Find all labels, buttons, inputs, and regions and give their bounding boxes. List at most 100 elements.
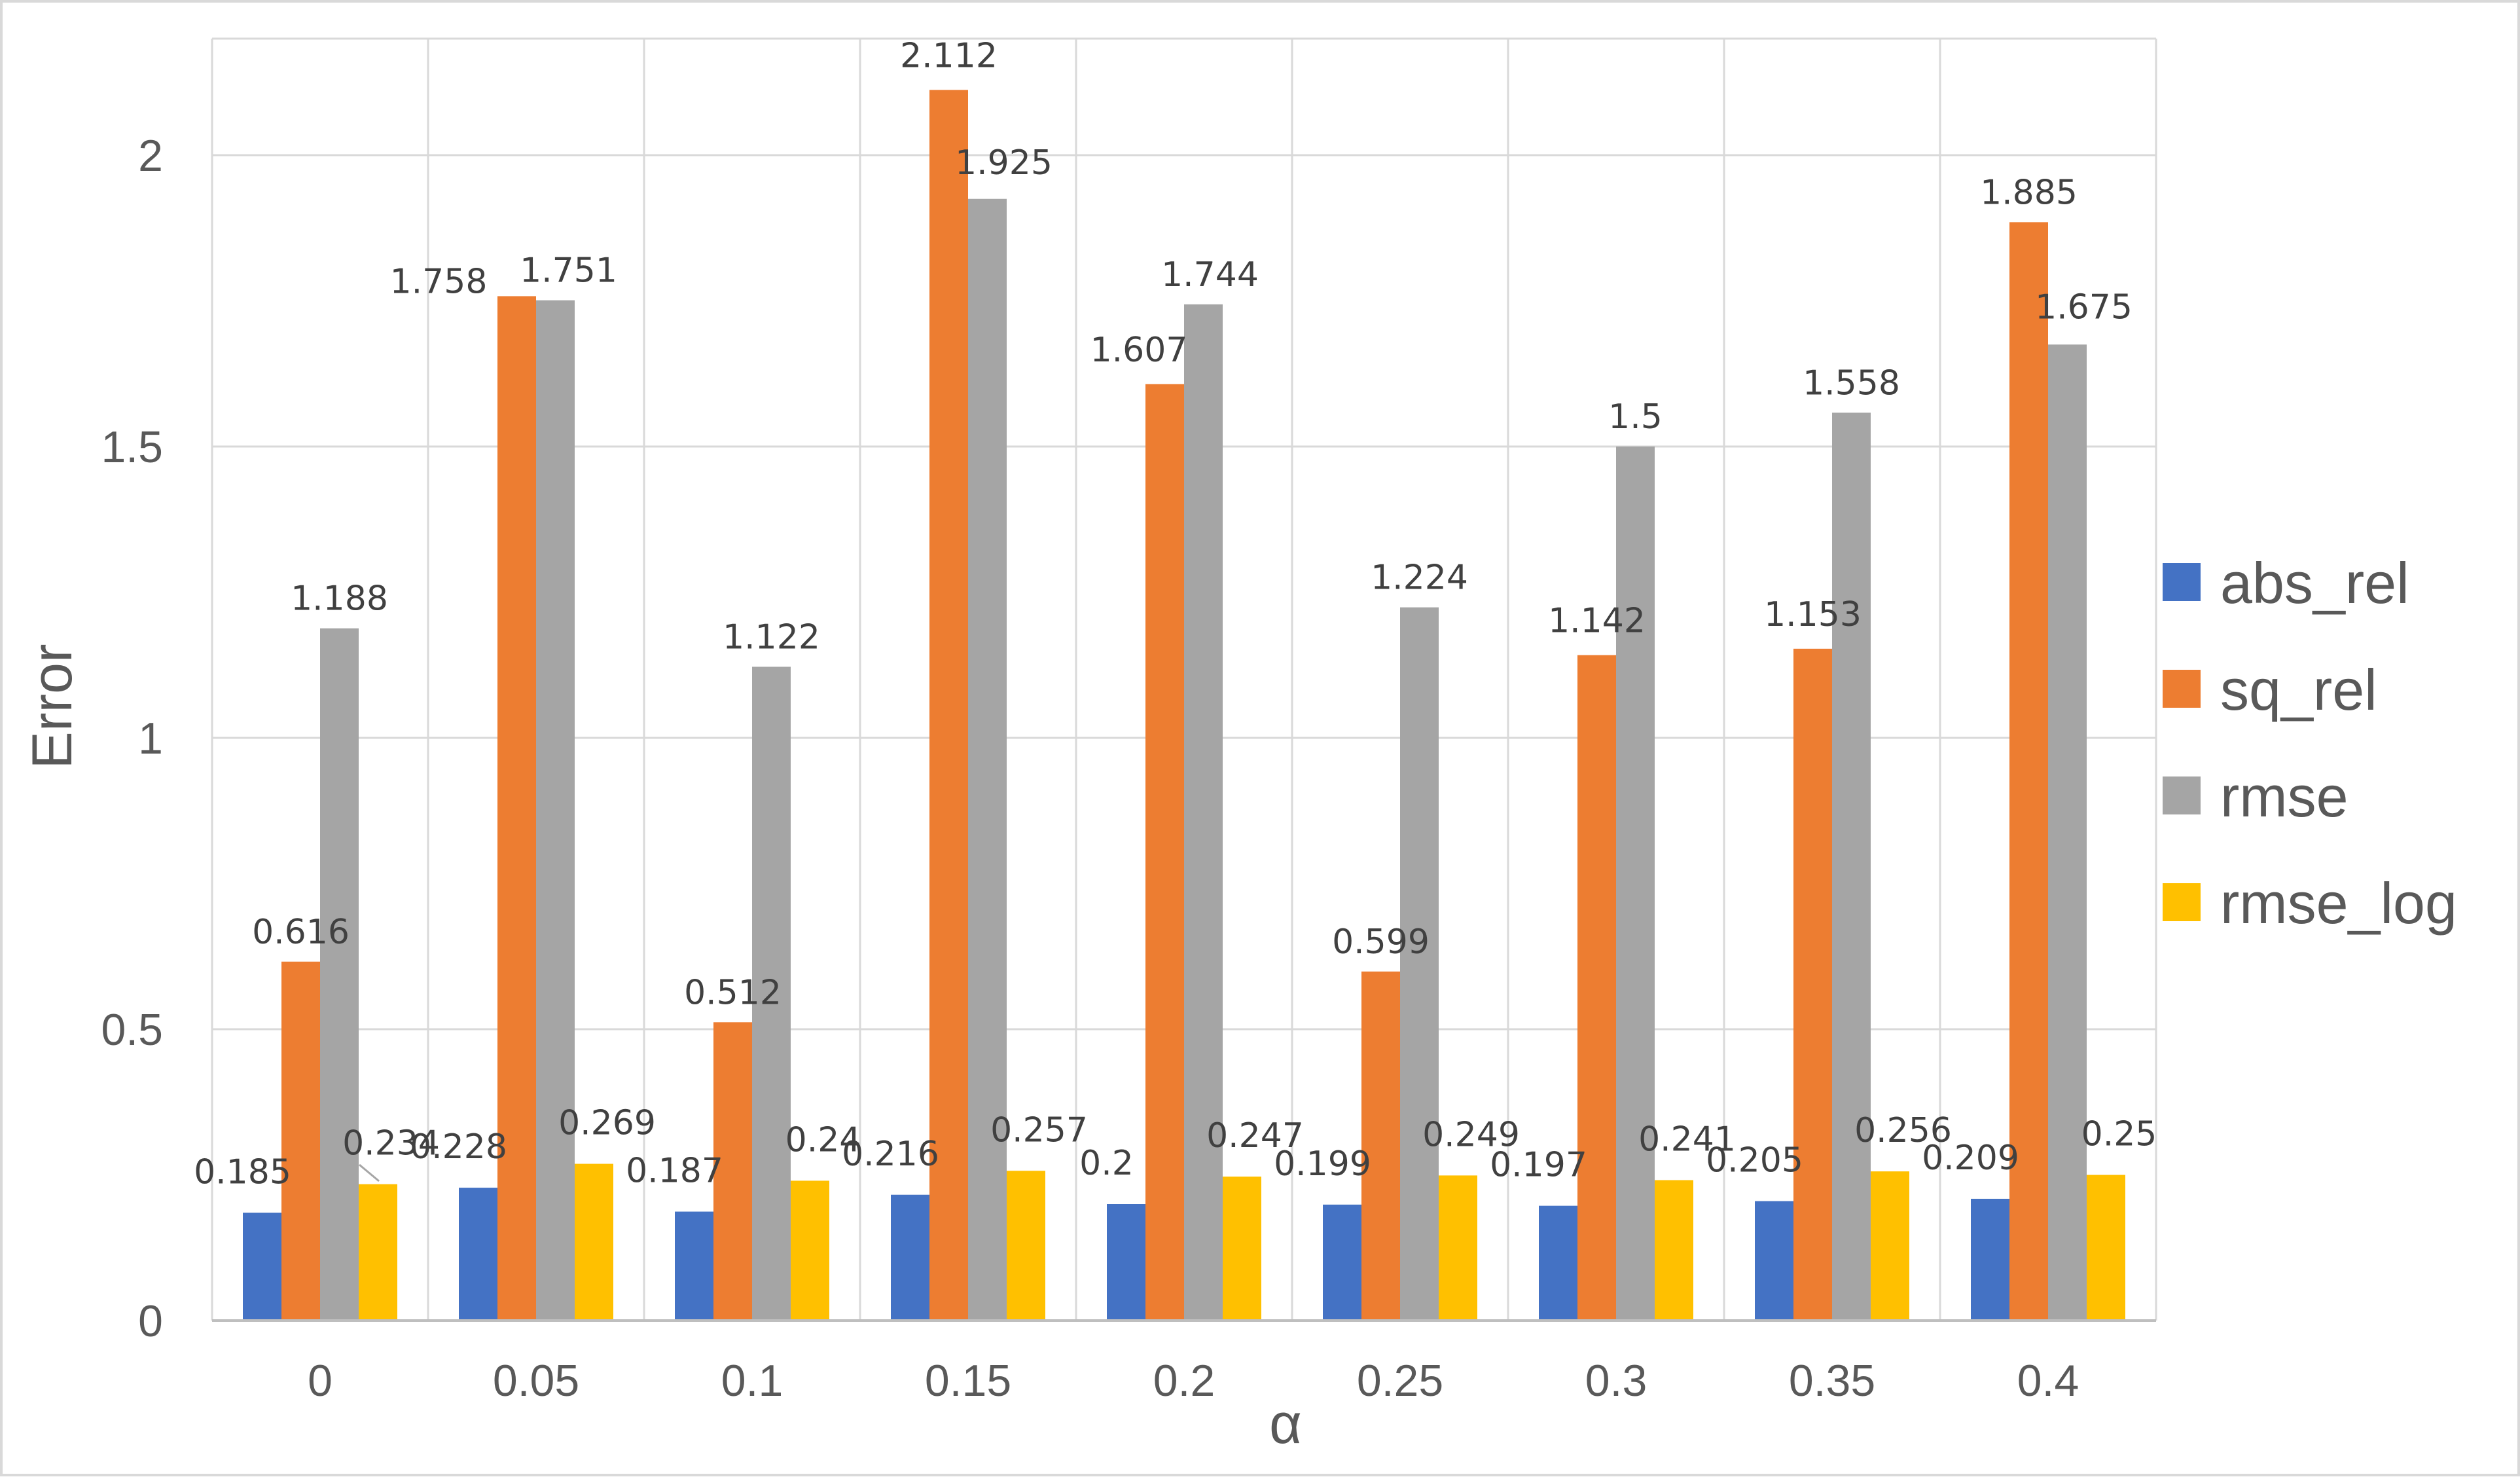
bars [243, 90, 2125, 1321]
bar-abs_rel-0 [243, 1213, 281, 1321]
axes: 0 0.5 1 1.5 2 0 0.05 0.1 0.15 0.2 0.25 0.3 0.35 0.4 [101, 131, 2156, 1406]
data-label-abs_rel-0.4: 0.209 [1922, 1139, 2019, 1178]
bar-rmse_log-0.15 [1007, 1171, 1045, 1321]
data-label-abs_rel-0: 0.185 [194, 1152, 291, 1192]
data-label-sq_rel-0.35: 1.153 [1764, 595, 1862, 634]
legend-swatch-rmse [2163, 776, 2201, 814]
bar-abs_rel-0.1 [675, 1211, 713, 1321]
bar-rmse_log-0.4 [2087, 1175, 2125, 1321]
legend-swatch-abs_rel [2163, 563, 2201, 601]
data-label-rmse_log-0.05: 0.269 [558, 1104, 656, 1143]
bar-rmse_log-0.05 [575, 1163, 613, 1321]
legend-label-rmse: rmse [2220, 764, 2349, 829]
data-label-abs_rel-0.3: 0.197 [1490, 1146, 1587, 1185]
x-tick-label: 0.25 [1357, 1356, 1443, 1406]
bar-sq_rel-0.3 [1577, 655, 1616, 1321]
data-label-rmse-0.2: 1.744 [1161, 255, 1259, 295]
data-label-rmse-0.3: 1.5 [1608, 397, 1663, 437]
bar-rmse-0.1 [752, 666, 791, 1321]
bar-rmse-0.15 [968, 198, 1007, 1321]
data-label-rmse_log-0.35: 0.256 [1854, 1111, 1952, 1150]
data-label-rmse_log-0.3: 0.241 [1638, 1120, 1736, 1159]
data-label-sq_rel-0.05: 1.758 [390, 262, 488, 301]
bar-abs_rel-0.2 [1107, 1204, 1145, 1321]
bar-abs_rel-0.3 [1539, 1205, 1577, 1321]
data-label-abs_rel-0.15: 0.216 [842, 1135, 939, 1174]
x-tick-label: 0.4 [2017, 1356, 2079, 1406]
data-label-rmse-0.05: 1.751 [520, 251, 617, 291]
legend-label-sq_rel: sq_rel [2220, 657, 2377, 722]
bar-abs_rel-0.4 [1971, 1198, 2009, 1321]
data-label-sq_rel-0: 0.616 [252, 913, 350, 952]
bar-rmse-0.05 [536, 300, 575, 1321]
gridlines [211, 37, 2157, 1321]
bar-rmse-0.4 [2048, 344, 2087, 1321]
y-tick-label: 1 [138, 714, 163, 763]
bar-rmse_log-0.2 [1223, 1177, 1261, 1321]
bar-sq_rel-0.4 [2009, 222, 2048, 1321]
y-tick-label: 0 [138, 1296, 163, 1346]
data-label-abs_rel-0.35: 0.205 [1706, 1141, 1803, 1180]
data-label-rmse-0.35: 1.558 [1803, 363, 1900, 403]
data-label-rmse-0.4: 1.675 [2035, 287, 2133, 327]
legend-label-abs_rel: abs_rel [2220, 551, 2409, 615]
bar-rmse_log-0 [359, 1184, 397, 1321]
x-axis-title: α [1269, 1393, 1302, 1455]
y-tick-label: 1.5 [101, 422, 163, 472]
data-label-rmse_log-0.1: 0.24 [785, 1120, 861, 1159]
bar-abs_rel-0.35 [1755, 1201, 1793, 1321]
x-tick-label: 0.3 [1585, 1356, 1647, 1406]
x-tick-label: 0 [308, 1356, 333, 1406]
bar-rmse_log-0.35 [1871, 1171, 1909, 1321]
bar-rmse-0.25 [1400, 607, 1439, 1321]
bar-rmse-0.3 [1616, 447, 1655, 1321]
data-label-rmse-0: 1.188 [291, 579, 388, 619]
data-label-abs_rel-0.05: 0.228 [410, 1127, 507, 1167]
bar-rmse-0.35 [1832, 412, 1871, 1321]
bar-rmse_log-0.1 [791, 1180, 829, 1321]
bar-abs_rel-0.15 [891, 1194, 929, 1321]
data-label-rmse_log-0.25: 0.249 [1422, 1115, 1520, 1154]
data-label-rmse-0.15: 1.925 [955, 143, 1053, 183]
legend-label-rmse_log: rmse_log [2220, 871, 2457, 936]
bar-abs_rel-0.05 [459, 1188, 497, 1321]
bar-sq_rel-0.1 [713, 1022, 752, 1321]
x-tick-label: 0.35 [1789, 1356, 1875, 1406]
data-label-sq_rel-0.4: 1.885 [1980, 173, 2078, 212]
data-label-rmse_log-0.2: 0.247 [1206, 1116, 1304, 1156]
bar-rmse-0.2 [1184, 304, 1223, 1321]
y-tick-label: 0.5 [101, 1005, 163, 1055]
bar-rmse-0 [320, 628, 359, 1321]
data-label-sq_rel-0.15: 2.112 [900, 36, 998, 75]
data-label-rmse-0.1: 1.122 [723, 617, 820, 657]
data-label-sq_rel-0.25: 0.599 [1332, 922, 1430, 962]
bar-rmse_log-0.3 [1655, 1180, 1693, 1321]
y-axis-title: Error [21, 644, 84, 769]
bar-rmse_log-0.25 [1439, 1175, 1477, 1321]
x-tick-label: 0.05 [493, 1356, 579, 1406]
legend-swatch-rmse_log [2163, 883, 2201, 921]
data-label-sq_rel-0.1: 0.512 [684, 973, 782, 1012]
data-label-abs_rel-0.25: 0.199 [1274, 1144, 1371, 1184]
bar-sq_rel-0.15 [929, 90, 968, 1321]
legend-swatch-sq_rel [2163, 670, 2201, 708]
y-tick-label: 2 [138, 131, 163, 181]
bar-sq_rel-0 [281, 961, 320, 1321]
bar-sq_rel-0.2 [1145, 384, 1184, 1321]
data-label-rmse_log-0: 0.234 [342, 1124, 440, 1163]
data-label-sq_rel-0.2: 1.607 [1090, 331, 1188, 370]
data-label-sq_rel-0.3: 1.142 [1548, 602, 1646, 641]
data-label-abs_rel-0.2: 0.2 [1079, 1144, 1134, 1183]
x-tick-label: 0.1 [721, 1356, 783, 1406]
x-tick-label: 0.2 [1153, 1356, 1215, 1406]
data-label-rmse_log-0.15: 0.257 [990, 1110, 1088, 1150]
data-label-rmse_log-0.4: 0.25 [2081, 1115, 2157, 1154]
data-label-abs_rel-0.1: 0.187 [626, 1152, 723, 1191]
data-label-rmse-0.25: 1.224 [1371, 558, 1468, 598]
bar-sq_rel-0.35 [1793, 648, 1832, 1321]
label-leader-line [359, 1163, 380, 1182]
bar-sq_rel-0.25 [1361, 971, 1400, 1321]
